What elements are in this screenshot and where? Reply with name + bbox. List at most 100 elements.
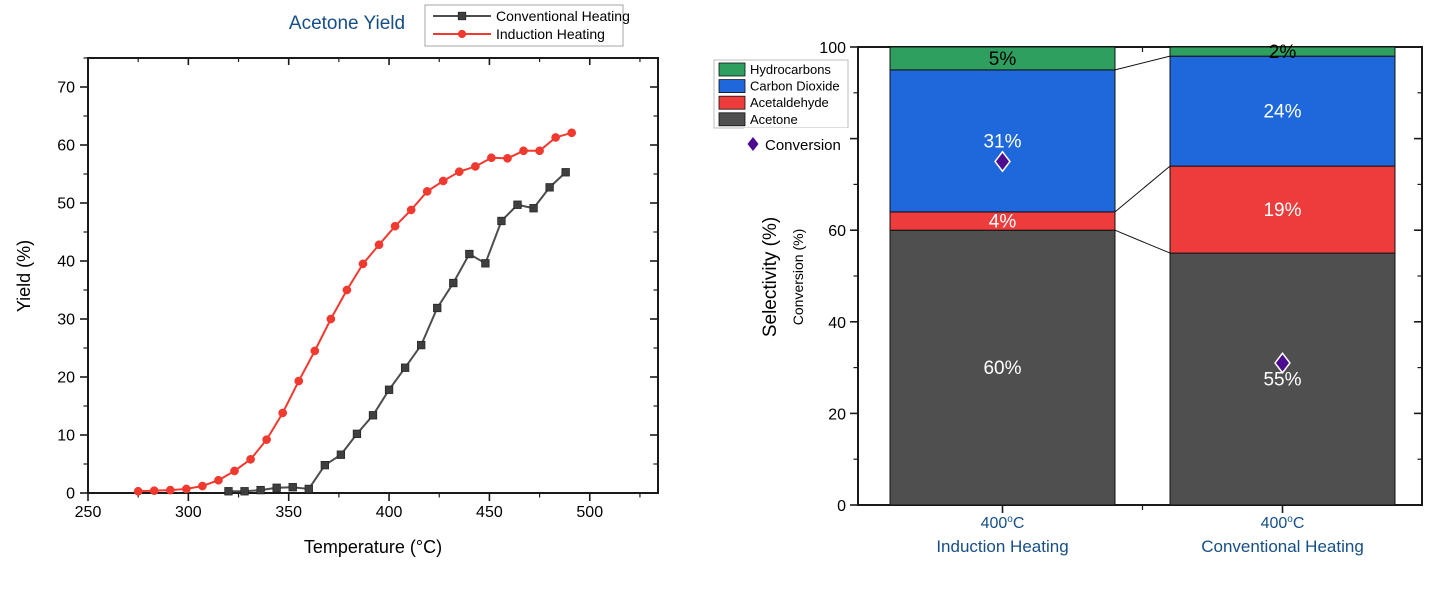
data-point	[294, 376, 304, 386]
data-point	[438, 176, 448, 186]
segment-value-label: 60%	[983, 358, 1021, 379]
yield-plot-frame	[87, 57, 659, 494]
legend-entry-label: Induction Heating	[496, 26, 605, 42]
yield-chart: 250 300 350 400 450 500 0 10 20 30 40 50 60 70 Tempera…	[14, 4, 659, 557]
data-point	[406, 205, 416, 215]
segment-connector-line	[1114, 165, 1171, 213]
series-line	[138, 131, 572, 493]
x-tick-label: 350	[275, 504, 302, 521]
data-point	[513, 200, 522, 209]
data-point	[449, 278, 458, 288]
x-tick-label: 500	[576, 504, 603, 521]
y-tick-label: 40	[828, 315, 846, 332]
data-point	[400, 363, 410, 372]
conversion-diamond	[994, 150, 1011, 173]
segment-value-label: 5%	[989, 49, 1017, 70]
conversion-diamond	[1274, 352, 1291, 374]
legend-marker-square	[457, 11, 467, 21]
series-conventional-heating	[224, 168, 570, 496]
data-point	[535, 146, 544, 156]
data-point	[272, 483, 281, 492]
stacked-bar-1	[1169, 46, 1396, 506]
data-point	[336, 450, 346, 459]
data-point	[497, 216, 506, 226]
bar-segment-hydrocarbons	[1169, 46, 1396, 57]
data-point	[545, 183, 554, 192]
x-tick-label: 300	[175, 504, 202, 521]
data-point	[368, 411, 378, 420]
data-point	[561, 168, 570, 177]
y-axis-title: Yield (%)	[14, 240, 34, 312]
y-tick-label: 0	[66, 486, 75, 503]
selectivity-chart: 02040608010060%4%31%5%55%19%24%2%400oCIn…	[713, 40, 1423, 556]
legend-swatch-hydrocarbons	[718, 62, 746, 77]
data-point	[529, 204, 538, 213]
y-tick-label: 20	[57, 370, 75, 387]
x-tick-label: 250	[75, 504, 102, 521]
bar-segment-acetone	[1169, 252, 1396, 506]
data-point	[224, 487, 233, 496]
data-point	[149, 486, 159, 496]
category-temp-label: 400oC	[1261, 514, 1305, 532]
legend-box	[424, 4, 624, 47]
segment-value-label: 31%	[983, 131, 1021, 152]
legend-swatch-acetaldehyde	[718, 95, 746, 110]
data-point	[181, 484, 191, 494]
data-point	[374, 240, 384, 250]
data-point	[567, 128, 577, 138]
data-point	[481, 259, 490, 268]
legend-swatch-carbon-dioxide	[718, 79, 746, 93]
y-tick-label: 100	[819, 40, 846, 57]
data-point	[384, 385, 394, 394]
legend-entry-label: Acetone	[750, 112, 798, 127]
legend-entry-label: Conventional Heating	[496, 8, 630, 24]
data-point	[320, 461, 329, 470]
data-point	[214, 475, 223, 485]
segment-connector-line	[1114, 229, 1171, 254]
y-axis-title: Selectivity (%)	[760, 217, 781, 337]
bar-segment-hydrocarbons	[889, 46, 1116, 71]
data-point	[230, 466, 239, 476]
conversion-legend-diamond	[747, 137, 759, 151]
data-point	[165, 485, 175, 495]
legend-swatch-acetone	[718, 112, 746, 127]
data-point	[503, 153, 512, 163]
data-point	[246, 455, 255, 464]
y-tick-label: 60	[57, 138, 75, 155]
y-tick-label: 70	[57, 80, 75, 97]
bar-segment-acetone	[889, 229, 1116, 506]
y-tick-label: 20	[828, 406, 846, 423]
segment-value-label: 2%	[1269, 42, 1297, 63]
data-point	[417, 340, 426, 350]
data-point	[471, 162, 480, 171]
legend-entry-label: Carbon Dioxide	[750, 79, 840, 94]
segment-value-label: 24%	[1263, 102, 1301, 123]
data-point	[352, 429, 362, 438]
data-point	[310, 346, 320, 356]
stacked-bar-0	[889, 46, 1116, 506]
bar-segment-acetaldehyde	[1169, 165, 1396, 254]
segment-value-label: 55%	[1263, 370, 1301, 391]
data-point	[519, 146, 528, 156]
data-point	[342, 285, 352, 295]
segment-value-label: 4%	[989, 212, 1017, 233]
category-method-label: Conventional Heating	[1201, 537, 1364, 556]
legend-entry-label: Hydrocarbons	[750, 62, 831, 77]
data-point	[198, 481, 207, 491]
data-point	[240, 487, 249, 496]
data-point	[422, 187, 432, 196]
category-method-label: Induction Heating	[936, 537, 1068, 556]
y-tick-label: 40	[57, 254, 75, 271]
y-axis-title-secondary: Conversion (%)	[790, 229, 806, 325]
legend-marker-circle	[457, 29, 467, 39]
bar-segment-carbon-dioxide	[889, 69, 1116, 213]
y-tick-label: 60	[828, 223, 846, 240]
x-axis-title: Temperature (°C)	[304, 537, 442, 557]
x-tick-label: 400	[376, 504, 403, 521]
y-tick-label: 50	[57, 196, 75, 213]
category-temp-label: 400oC	[981, 514, 1025, 532]
data-point	[358, 259, 368, 269]
